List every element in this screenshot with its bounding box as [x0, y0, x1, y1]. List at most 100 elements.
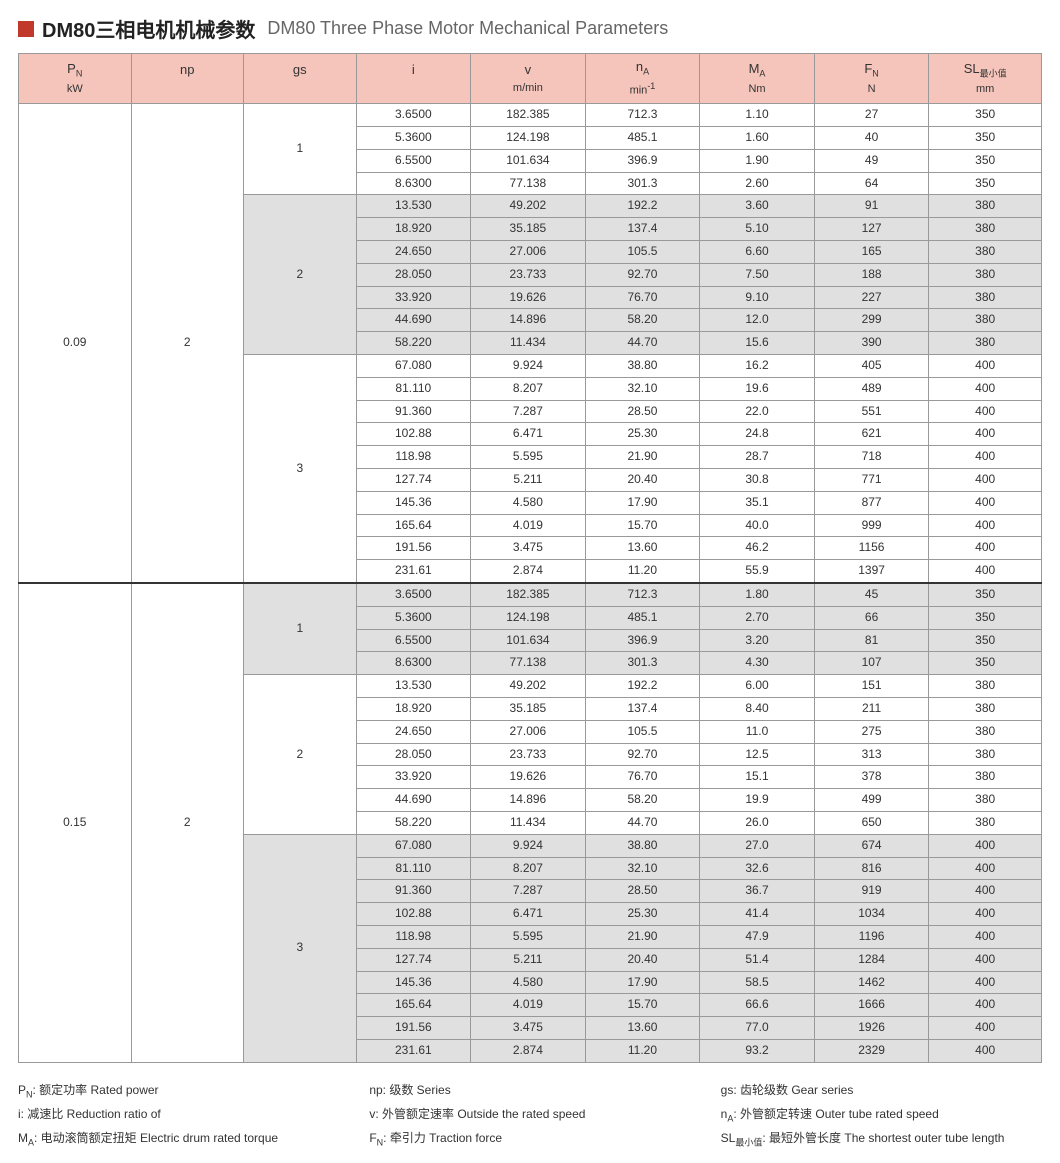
data-cell: 999	[814, 514, 929, 537]
data-cell: 145.36	[356, 491, 471, 514]
data-cell: 38.80	[585, 834, 700, 857]
data-cell: 77.138	[471, 172, 586, 195]
data-cell: 400	[929, 857, 1042, 880]
legend: PN: 额定功率 Rated power np: 级数 Series gs: 齿轮级…	[18, 1081, 1042, 1149]
data-cell: 58.20	[585, 789, 700, 812]
data-cell: 5.211	[471, 468, 586, 491]
data-cell: 19.626	[471, 766, 586, 789]
gs-cell: 2	[244, 675, 357, 835]
data-cell: 44.70	[585, 811, 700, 834]
data-cell: 165.64	[356, 994, 471, 1017]
data-cell: 4.580	[471, 491, 586, 514]
data-cell: 489	[814, 377, 929, 400]
data-cell: 2.60	[700, 172, 815, 195]
data-cell: 145.36	[356, 971, 471, 994]
data-cell: 396.9	[585, 149, 700, 172]
np-cell: 2	[131, 104, 244, 583]
data-cell: 400	[929, 903, 1042, 926]
gs-cell: 1	[244, 583, 357, 675]
data-cell: 400	[929, 491, 1042, 514]
data-cell: 8.207	[471, 857, 586, 880]
data-cell: 1034	[814, 903, 929, 926]
data-cell: 5.3600	[356, 606, 471, 629]
data-cell: 192.2	[585, 195, 700, 218]
data-cell: 55.9	[700, 560, 815, 583]
data-cell: 191.56	[356, 1017, 471, 1040]
data-cell: 1196	[814, 925, 929, 948]
data-cell: 58.20	[585, 309, 700, 332]
legend-item: np: 级数 Series	[369, 1081, 690, 1099]
col-header: np	[131, 54, 244, 104]
data-cell: 400	[929, 514, 1042, 537]
data-cell: 380	[929, 309, 1042, 332]
data-cell: 118.98	[356, 925, 471, 948]
data-cell: 3.475	[471, 537, 586, 560]
data-cell: 551	[814, 400, 929, 423]
data-cell: 105.5	[585, 241, 700, 264]
data-cell: 21.90	[585, 446, 700, 469]
data-cell: 400	[929, 446, 1042, 469]
data-cell: 46.2	[700, 537, 815, 560]
data-cell: 400	[929, 560, 1042, 583]
data-cell: 674	[814, 834, 929, 857]
data-cell: 380	[929, 766, 1042, 789]
data-cell: 301.3	[585, 172, 700, 195]
np-cell: 2	[131, 583, 244, 1062]
data-cell: 400	[929, 1017, 1042, 1040]
gs-cell: 2	[244, 195, 357, 355]
data-cell: 400	[929, 948, 1042, 971]
data-cell: 151	[814, 675, 929, 698]
data-cell: 51.4	[700, 948, 815, 971]
data-cell: 28.050	[356, 743, 471, 766]
data-cell: 400	[929, 834, 1042, 857]
data-cell: 350	[929, 127, 1042, 150]
data-cell: 124.198	[471, 606, 586, 629]
data-cell: 92.70	[585, 743, 700, 766]
data-cell: 380	[929, 743, 1042, 766]
data-cell: 64	[814, 172, 929, 195]
data-cell: 58.5	[700, 971, 815, 994]
data-cell: 1.10	[700, 104, 815, 127]
legend-item: gs: 齿轮级数 Gear series	[721, 1081, 1042, 1099]
data-cell: 1284	[814, 948, 929, 971]
data-cell: 380	[929, 286, 1042, 309]
data-cell: 11.20	[585, 560, 700, 583]
data-cell: 1.60	[700, 127, 815, 150]
data-cell: 38.80	[585, 355, 700, 378]
data-cell: 1462	[814, 971, 929, 994]
data-cell: 17.90	[585, 971, 700, 994]
data-cell: 380	[929, 675, 1042, 698]
data-cell: 15.6	[700, 332, 815, 355]
pn-cell: 0.09	[19, 104, 132, 583]
data-cell: 231.61	[356, 1039, 471, 1062]
data-cell: 91.360	[356, 400, 471, 423]
data-cell: 66	[814, 606, 929, 629]
data-cell: 400	[929, 1039, 1042, 1062]
data-cell: 13.530	[356, 195, 471, 218]
data-cell: 11.434	[471, 811, 586, 834]
data-cell: 350	[929, 606, 1042, 629]
legend-item: MA: 电动滚筒额定扭矩 Electric drum rated torque	[18, 1129, 339, 1148]
data-cell: 1397	[814, 560, 929, 583]
data-cell: 6.5500	[356, 149, 471, 172]
data-cell: 13.60	[585, 1017, 700, 1040]
legend-item: PN: 额定功率 Rated power	[18, 1081, 339, 1099]
data-cell: 24.650	[356, 720, 471, 743]
data-cell: 33.920	[356, 286, 471, 309]
data-cell: 91	[814, 195, 929, 218]
data-cell: 400	[929, 377, 1042, 400]
data-cell: 127.74	[356, 468, 471, 491]
data-cell: 137.4	[585, 697, 700, 720]
data-cell: 77.0	[700, 1017, 815, 1040]
data-cell: 67.080	[356, 355, 471, 378]
data-cell: 7.287	[471, 400, 586, 423]
data-cell: 9.924	[471, 834, 586, 857]
data-cell: 24.8	[700, 423, 815, 446]
data-cell: 3.6500	[356, 104, 471, 127]
data-cell: 41.4	[700, 903, 815, 926]
data-cell: 15.70	[585, 994, 700, 1017]
data-cell: 4.580	[471, 971, 586, 994]
data-cell: 816	[814, 857, 929, 880]
table-row: 0.09213.6500182.385712.31.1027350	[19, 104, 1042, 127]
data-cell: 27	[814, 104, 929, 127]
